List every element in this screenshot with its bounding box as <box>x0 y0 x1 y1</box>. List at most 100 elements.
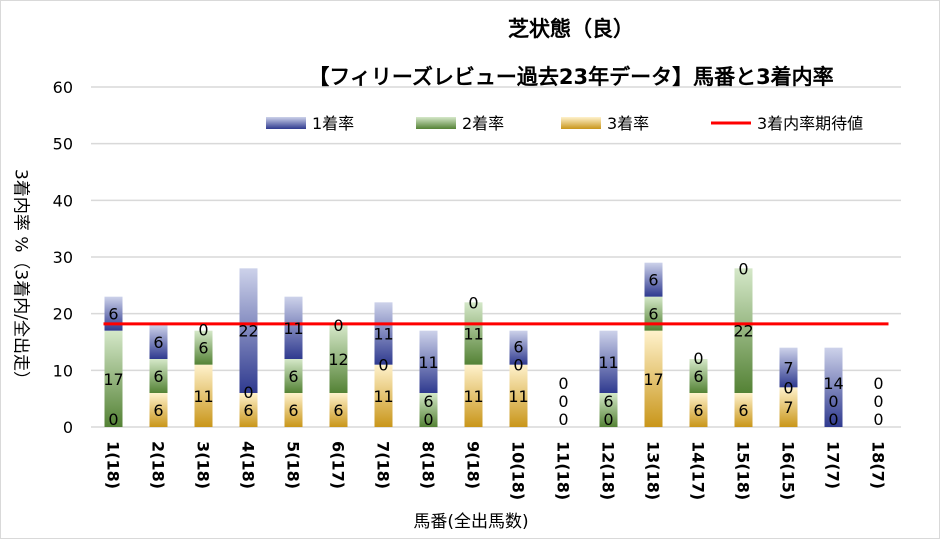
data-label: 6 <box>153 401 163 420</box>
legend-swatch <box>266 117 306 129</box>
data-label: 0 <box>873 392 883 411</box>
y-tick-label: 20 <box>53 305 73 324</box>
data-label: 11 <box>283 319 303 338</box>
bar-segment-3rd <box>509 364 528 427</box>
bar-segment-1st <box>239 268 258 393</box>
data-label: 6 <box>153 367 163 386</box>
data-label: 11 <box>598 353 618 372</box>
data-label: 0 <box>513 356 523 375</box>
data-label: 0 <box>828 392 838 411</box>
data-label: 0 <box>558 410 568 429</box>
data-label: 6 <box>513 338 523 357</box>
data-label: 6 <box>648 271 658 290</box>
data-label: 6 <box>423 392 433 411</box>
x-tick-label: 15(18) <box>734 441 753 500</box>
x-tick-label: 1(18) <box>104 441 123 489</box>
data-label: 6 <box>333 401 343 420</box>
data-label: 17 <box>643 370 663 389</box>
x-tick-label: 13(18) <box>644 441 663 500</box>
x-tick-label: 12(18) <box>599 441 618 500</box>
bar-segment-2nd <box>419 393 438 427</box>
data-label: 7 <box>783 359 793 378</box>
data-label: 0 <box>558 392 568 411</box>
data-label: 0 <box>783 378 793 397</box>
data-label: 22 <box>733 322 753 341</box>
x-tick-label: 8(18) <box>419 441 438 489</box>
legend-label: 2着率 <box>462 114 504 133</box>
bar-segment-3rd <box>239 393 258 427</box>
x-tick-label: 18(7) <box>869 441 888 489</box>
bar-segment-2nd <box>194 330 213 365</box>
data-label: 0 <box>873 374 883 393</box>
bar-segment-3rd <box>464 364 483 427</box>
data-label: 6 <box>693 401 703 420</box>
y-tick-label: 10 <box>53 361 73 380</box>
bar-segment-2nd <box>329 325 348 393</box>
data-label: 6 <box>153 333 163 352</box>
data-label: 11 <box>373 387 393 406</box>
y-tick-label: 30 <box>53 248 73 267</box>
legend-label: 3着率 <box>607 114 649 133</box>
x-tick-label: 4(18) <box>239 441 258 489</box>
x-axis-label: 馬番(全出馬数) <box>413 512 529 532</box>
data-label: 11 <box>373 325 393 344</box>
x-tick-label: 11(18) <box>554 441 573 500</box>
x-tick-label: 10(18) <box>509 441 528 500</box>
bar-segment-1st <box>824 347 843 427</box>
legend-swatch <box>416 117 456 129</box>
x-tick-label: 3(18) <box>194 441 213 489</box>
data-label: 0 <box>693 349 703 368</box>
data-label: 11 <box>508 387 528 406</box>
chart-title: 芝状態（良） <box>508 17 634 41</box>
data-label: 0 <box>378 356 388 375</box>
data-label: 0 <box>828 410 838 429</box>
data-label: 6 <box>243 401 253 420</box>
bar-segment-3rd <box>644 330 663 427</box>
bar-segment-2nd <box>734 268 753 393</box>
bar-segment-3rd <box>734 393 753 427</box>
bar-segment-2nd <box>284 359 303 393</box>
data-label: 11 <box>463 387 483 406</box>
bar-segment-3rd <box>689 393 708 427</box>
bar-segment-1st <box>599 330 618 393</box>
y-tick-label: 60 <box>53 78 73 97</box>
data-label: 0 <box>243 383 253 402</box>
x-tick-label: 17(7) <box>824 441 843 489</box>
bar-segment-3rd <box>329 393 348 427</box>
bar-segment-3rd <box>149 393 168 427</box>
bar-segment-3rd <box>374 364 393 427</box>
data-label: 0 <box>108 410 118 429</box>
bar-segment-3rd <box>284 393 303 427</box>
data-label: 6 <box>288 367 298 386</box>
bar-segment-3rd <box>194 364 213 427</box>
bar-segment-2nd <box>104 330 123 427</box>
bar-segment-2nd <box>149 359 168 393</box>
legend-label: 1着率 <box>312 114 354 133</box>
data-label: 0 <box>423 410 433 429</box>
bar-segment-2nd <box>689 359 708 393</box>
x-tick-label: 9(18) <box>464 441 483 489</box>
y-tick-label: 50 <box>53 135 73 154</box>
data-label: 0 <box>873 410 883 429</box>
data-label: 6 <box>648 305 658 324</box>
legend-swatch <box>561 117 601 129</box>
data-label: 14 <box>823 374 843 393</box>
data-label: 0 <box>738 259 748 278</box>
bar-segment-1st <box>644 262 663 297</box>
data-label: 0 <box>603 410 613 429</box>
data-label: 6 <box>738 401 748 420</box>
data-label: 6 <box>693 367 703 386</box>
legend-label: 3着内率期待値 <box>757 114 863 133</box>
bar-segment-1st <box>374 302 393 365</box>
bar-segment-2nd <box>644 296 663 331</box>
data-label: 7 <box>783 398 793 417</box>
data-label: 6 <box>198 339 208 358</box>
bar-segment-2nd <box>599 393 618 427</box>
data-label: 0 <box>198 321 208 340</box>
data-label: 0 <box>558 374 568 393</box>
data-label: 6 <box>288 401 298 420</box>
bar-segment-1st <box>509 330 528 365</box>
x-tick-label: 16(15) <box>779 441 798 500</box>
